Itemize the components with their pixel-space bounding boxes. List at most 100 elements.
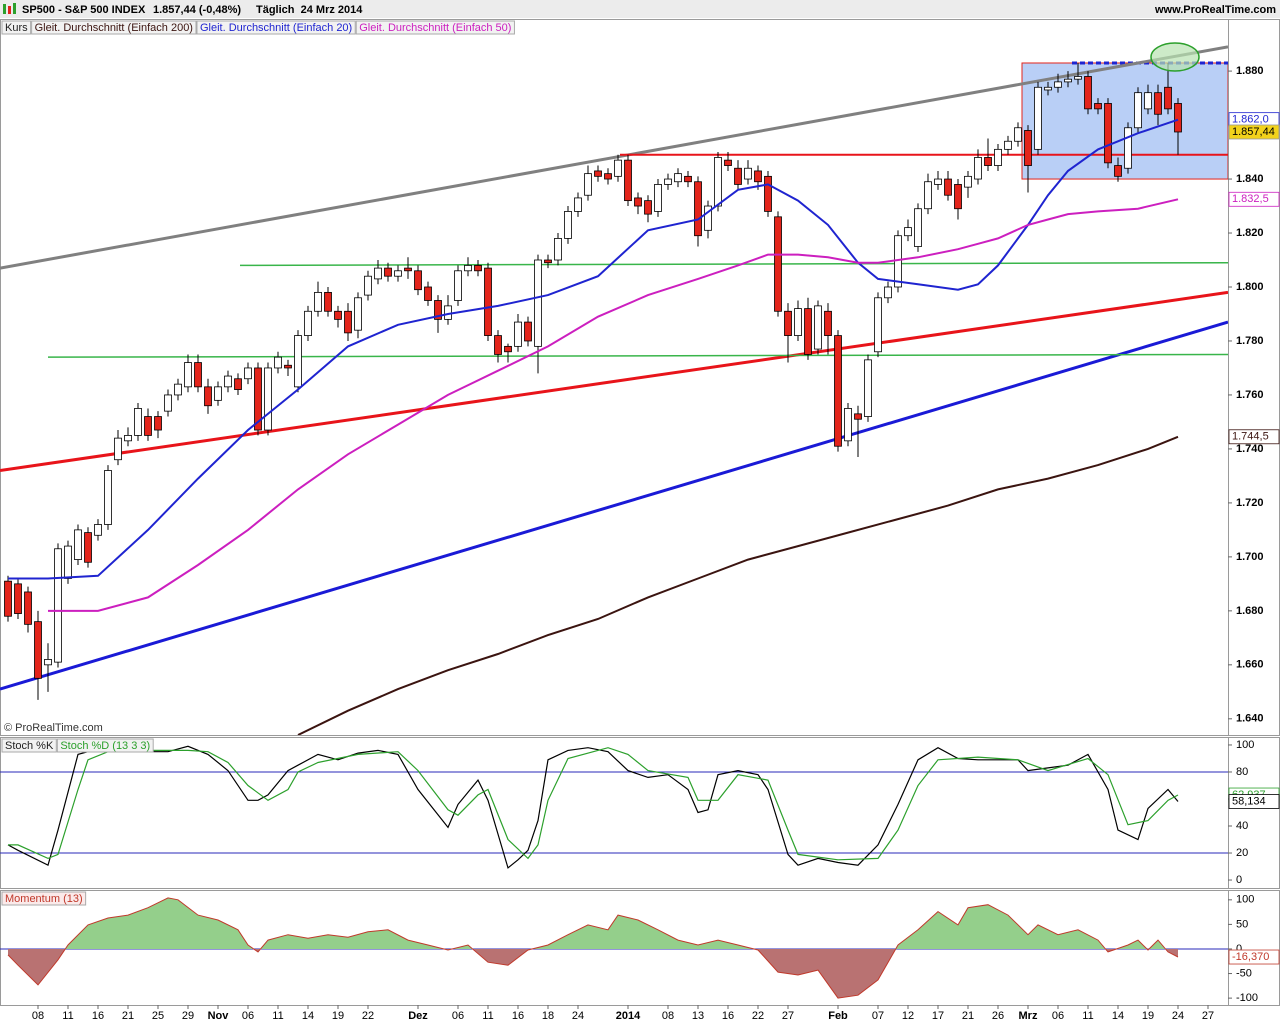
candle-body xyxy=(154,416,162,431)
candle-body xyxy=(174,383,182,396)
candle-body xyxy=(304,310,312,336)
x-tick-label: 19 xyxy=(332,1010,344,1022)
trend-line xyxy=(0,320,1228,691)
x-tick-label: 11 xyxy=(482,1010,493,1022)
legend-entry[interactable]: Stoch %D (13 3 3) xyxy=(60,740,150,752)
x-tick-label: 26 xyxy=(992,1010,1004,1022)
x-tick-label: Dez xyxy=(408,1010,428,1022)
candle-body xyxy=(84,532,92,563)
candle-body xyxy=(204,386,212,407)
y-tick-label: 1.680 xyxy=(1236,605,1264,617)
x-tick-label: 18 xyxy=(542,1010,554,1022)
x-tick-label: 11 xyxy=(62,1010,73,1022)
candle-body xyxy=(624,159,632,202)
last-value-label: 1.832,5 xyxy=(1232,193,1269,205)
candle-body xyxy=(244,367,252,380)
icon xyxy=(3,4,6,14)
legend-entry[interactable]: Momentum (13) xyxy=(5,893,83,905)
legend-entry[interactable]: Gleit. Durchschnitt (Einfach 50) xyxy=(359,22,511,34)
x-tick-label: 16 xyxy=(92,1010,104,1022)
legend-tab[interactable] xyxy=(1,20,32,35)
last-value-label: 1.857,44 xyxy=(1232,126,1275,138)
candle-body xyxy=(914,208,922,247)
x-tick-label: 17 xyxy=(932,1010,944,1022)
candle-body xyxy=(1144,92,1152,110)
candle-body xyxy=(364,275,372,296)
x-tick-label: 25 xyxy=(152,1010,164,1022)
x-tick-label: 08 xyxy=(662,1010,674,1022)
y-tick-label: 1.880 xyxy=(1236,65,1264,77)
candle-body xyxy=(904,227,912,237)
legend-tab[interactable] xyxy=(1,738,57,753)
candle-body xyxy=(934,178,942,185)
legend-tab[interactable] xyxy=(1,891,87,906)
candle-body xyxy=(964,175,972,188)
legend-tab[interactable] xyxy=(355,20,515,35)
candle-body xyxy=(1084,76,1092,110)
legend-entry[interactable]: Gleit. Durchschnitt (Einfach 20) xyxy=(200,22,352,34)
candle-body xyxy=(414,270,422,291)
y-tick-label: 1.820 xyxy=(1236,227,1264,239)
x-tick-label: 22 xyxy=(362,1010,374,1022)
header-bar xyxy=(0,0,1280,18)
x-tick-label: 19 xyxy=(1142,1010,1154,1022)
legend-tab[interactable] xyxy=(56,738,154,753)
legend-tab[interactable] xyxy=(196,20,356,35)
candle-body xyxy=(594,170,602,177)
candle-body xyxy=(744,167,752,180)
x-tick-label: 27 xyxy=(782,1010,794,1022)
x-tick-label: 14 xyxy=(302,1010,314,1022)
x-tick-label: 14 xyxy=(1112,1010,1124,1022)
y-tick-label: 1.760 xyxy=(1236,389,1264,401)
candle-body xyxy=(1154,92,1162,115)
y-tick-label: 100 xyxy=(1236,894,1254,906)
y-tick-label: 100 xyxy=(1236,739,1254,751)
candle-body xyxy=(1044,86,1052,91)
candle-body xyxy=(854,413,862,420)
indicator-line xyxy=(8,747,1179,861)
candle-body xyxy=(1124,127,1132,169)
candle-body xyxy=(1074,76,1082,80)
x-tick-label: 11 xyxy=(1082,1010,1093,1022)
site[interactable]: www.ProRealTime.com xyxy=(1154,4,1276,16)
x-tick-label: 06 xyxy=(1052,1010,1064,1022)
candle-body xyxy=(184,362,192,388)
legend-entry[interactable]: Stoch %K xyxy=(5,740,54,752)
legend-tab[interactable] xyxy=(31,20,197,35)
area-negative xyxy=(8,948,1178,999)
candle-body xyxy=(44,659,52,666)
candle-body xyxy=(784,310,792,336)
candle-body xyxy=(554,238,562,261)
candle-body xyxy=(1064,78,1072,83)
last-value-box xyxy=(1228,124,1280,140)
candle-body xyxy=(544,259,552,264)
candle-body xyxy=(4,580,12,617)
candle-body xyxy=(654,184,662,212)
last-value-label: 1.862,0 xyxy=(1232,114,1269,126)
legend-entry[interactable]: Gleit. Durchschnitt (Einfach 200) xyxy=(35,22,193,34)
candle-body xyxy=(534,259,542,347)
y-tick-label: 1.660 xyxy=(1236,659,1264,671)
candle-body xyxy=(374,267,382,280)
y-tick-label: 1.780 xyxy=(1236,335,1264,347)
candle-body xyxy=(284,364,292,369)
annotation-ellipse xyxy=(1150,42,1200,72)
candle-body xyxy=(344,310,352,334)
candle-body xyxy=(324,291,332,312)
candle-body xyxy=(34,621,42,679)
candle-body xyxy=(1004,140,1012,150)
axis-panel xyxy=(1228,890,1280,1006)
x-tick-label: 16 xyxy=(512,1010,524,1022)
legend-entry[interactable]: Kurs xyxy=(5,22,28,34)
momentum-line xyxy=(7,897,1179,999)
candle-body xyxy=(1024,130,1032,166)
candle-body xyxy=(1114,165,1122,177)
candle-body xyxy=(894,235,902,288)
x-tick-label: 22 xyxy=(752,1010,764,1022)
x-tick-label: 27 xyxy=(1202,1010,1214,1022)
candle-body xyxy=(274,356,282,369)
x-tick-label: 29 xyxy=(182,1010,194,1022)
candle-body xyxy=(574,197,582,212)
y-tick-label: 1.840 xyxy=(1236,173,1264,185)
candle-body xyxy=(194,362,202,388)
